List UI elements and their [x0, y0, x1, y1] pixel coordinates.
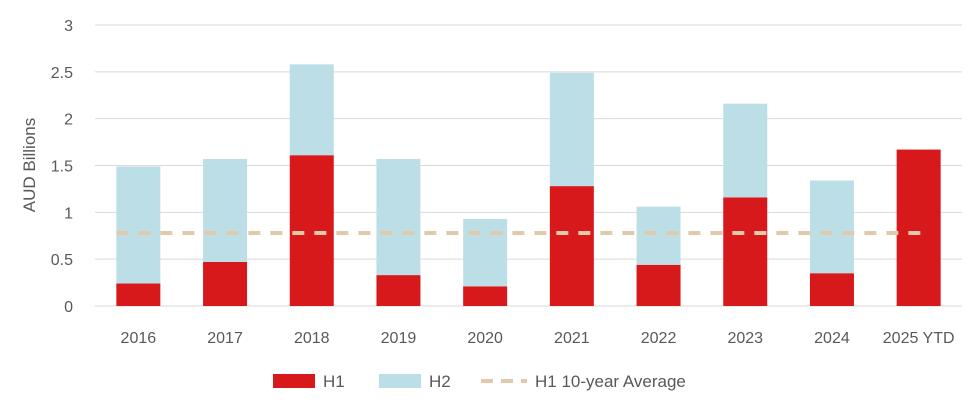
x-tick-label: 2025 YTD	[883, 330, 955, 347]
bar-h1-2022	[636, 264, 681, 306]
x-tick-label: 2022	[641, 330, 677, 347]
bar-h1-2020	[463, 286, 508, 306]
x-tick-label: 2024	[814, 330, 850, 347]
y-axis-label: AUD Billions	[20, 118, 39, 212]
y-tick-label: 3	[64, 18, 73, 35]
y-tick-label: 2.5	[51, 65, 73, 82]
legend-swatch	[273, 374, 315, 388]
legend-label: H1 10-year Average	[535, 372, 686, 391]
bar-h1-2025-ytd	[896, 149, 941, 306]
bar-h1-2016	[116, 283, 161, 306]
x-tick-label: 2019	[381, 330, 417, 347]
bar-h1-2024	[809, 273, 854, 306]
bar-h2-2024	[809, 180, 854, 274]
x-tick-label: 2021	[554, 330, 590, 347]
bar-h1-2021	[549, 186, 594, 306]
y-tick-label: 0.5	[51, 252, 73, 269]
x-tick-label: 2018	[294, 330, 330, 347]
legend-label: H2	[429, 372, 451, 391]
legend: H1 H2 H1 10-year Average	[273, 372, 686, 391]
bar-h1-2017	[203, 261, 248, 306]
y-tick-label: 1	[64, 205, 73, 222]
bar-h1-2019	[376, 275, 421, 306]
bar-h2-2021	[549, 72, 594, 187]
bar-h2-2017	[203, 158, 248, 262]
y-tick-label: 0	[64, 299, 73, 316]
y-tick-label: 2	[64, 112, 73, 129]
x-axis-ticks: 2016 2017 2018 2019 2020 2021 2022 2023 2024 2025…	[121, 330, 955, 347]
y-axis-ticks: 0 0.5 1 1.5 2 2.5 3	[51, 18, 73, 316]
bar-h2-2019	[376, 158, 421, 276]
bar-h2-2020	[463, 218, 508, 287]
bar-h2-2016	[116, 166, 161, 284]
bar-h1-2018	[289, 155, 334, 306]
y-tick-label: 1.5	[51, 159, 73, 176]
bars	[116, 64, 941, 306]
bar-h1-2023	[723, 197, 768, 306]
legend-swatch	[379, 374, 421, 388]
x-tick-label: 2020	[467, 330, 503, 347]
bar-h2-2018	[289, 64, 334, 156]
x-tick-label: 2016	[121, 330, 157, 347]
legend-label: H1	[323, 372, 345, 391]
x-tick-label: 2017	[207, 330, 243, 347]
bar-h2-2022	[636, 206, 681, 265]
x-tick-label: 2023	[727, 330, 763, 347]
bar-h2-2023	[723, 103, 768, 198]
